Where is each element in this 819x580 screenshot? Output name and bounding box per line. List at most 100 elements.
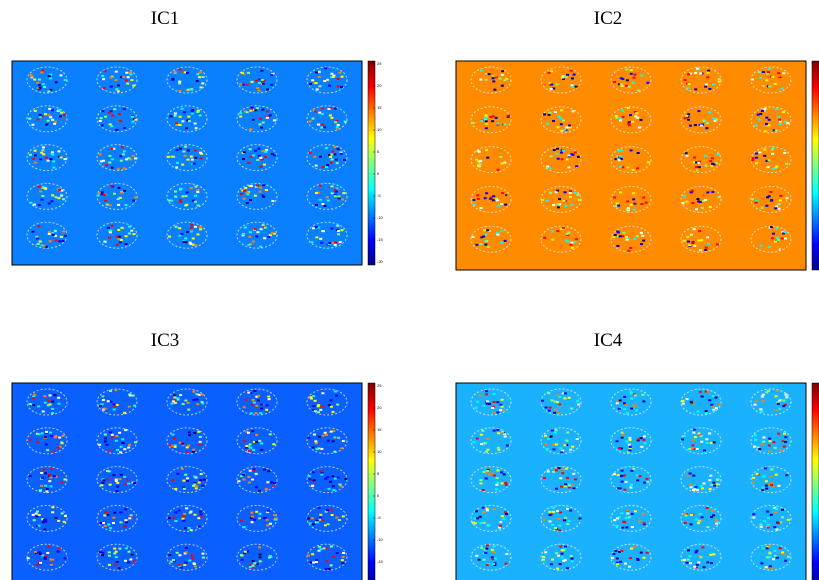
speckle — [631, 526, 634, 528]
speckle — [179, 148, 182, 150]
speckle — [253, 562, 256, 564]
speckle — [113, 405, 116, 407]
speckle — [619, 191, 622, 193]
speckle — [340, 485, 343, 487]
speckle — [261, 150, 264, 152]
speckle — [260, 70, 263, 72]
speckle — [491, 77, 494, 79]
speckle — [102, 160, 105, 162]
speckle — [130, 514, 133, 516]
speckle — [570, 555, 573, 557]
speckle — [479, 163, 482, 165]
speckle — [700, 125, 703, 127]
speckle — [481, 430, 484, 432]
colorbar-tick-label: 25 — [377, 61, 382, 66]
speckle — [41, 432, 44, 434]
speckle — [475, 244, 478, 246]
speckle — [120, 160, 123, 162]
speckle — [249, 199, 252, 201]
speckle — [487, 449, 490, 451]
speckle — [495, 117, 498, 119]
speckle — [485, 120, 488, 122]
speckle — [552, 204, 555, 206]
speckle — [569, 509, 572, 511]
speckle — [106, 514, 109, 516]
speckle — [699, 114, 702, 116]
speckle — [495, 71, 498, 73]
speckle — [45, 443, 48, 445]
speckle — [341, 76, 344, 78]
speckle — [544, 443, 547, 445]
speckle — [50, 564, 53, 566]
speckle — [501, 406, 504, 408]
speckle — [638, 127, 641, 129]
speckle — [182, 403, 185, 405]
speckle — [118, 548, 121, 550]
speckle — [260, 442, 263, 444]
speckle — [544, 551, 547, 553]
speckle — [696, 68, 699, 70]
speckle — [329, 481, 332, 483]
speckle — [102, 482, 105, 484]
speckle — [261, 195, 264, 197]
speckle — [552, 511, 555, 513]
speckle — [495, 161, 498, 163]
speckle — [567, 164, 570, 166]
speckle — [621, 470, 624, 472]
speckle — [696, 564, 699, 566]
speckle — [184, 474, 187, 476]
speckle — [779, 200, 782, 202]
speckle — [253, 402, 256, 404]
speckle — [117, 84, 120, 86]
speckle — [617, 487, 620, 489]
speckle — [261, 79, 264, 81]
speckle — [705, 127, 708, 129]
speckle — [699, 235, 702, 237]
speckle — [110, 401, 113, 403]
speckle — [34, 162, 37, 164]
speckle — [643, 482, 646, 484]
speckle — [318, 546, 321, 548]
speckle — [61, 240, 64, 242]
speckle — [28, 403, 31, 405]
speckle — [784, 441, 787, 443]
speckle — [625, 481, 628, 483]
speckle — [313, 479, 316, 481]
speckle — [709, 160, 712, 162]
speckle — [123, 525, 126, 527]
speckle — [479, 160, 482, 162]
speckle — [707, 70, 710, 72]
speckle — [556, 203, 559, 205]
speckle — [628, 566, 631, 568]
speckle — [775, 395, 778, 397]
speckle — [107, 227, 110, 229]
speckle — [704, 165, 707, 167]
speckle — [562, 227, 565, 229]
speckle — [770, 482, 773, 484]
speckle — [109, 390, 112, 392]
speckle — [263, 237, 266, 239]
speckle — [558, 412, 561, 414]
speckle — [776, 248, 779, 250]
speckle — [762, 476, 765, 478]
speckle — [552, 444, 555, 446]
speckle — [684, 522, 687, 524]
speckle — [775, 165, 778, 167]
speckle — [681, 438, 684, 440]
speckle — [685, 152, 688, 154]
speckle — [344, 121, 347, 123]
speckle — [755, 202, 758, 204]
speckle — [57, 447, 60, 449]
speckle — [496, 482, 499, 484]
speckle — [241, 559, 244, 561]
speckle — [704, 199, 707, 201]
speckle — [687, 83, 690, 85]
speckle — [775, 108, 778, 110]
speckle — [263, 469, 266, 471]
speckle — [184, 146, 187, 148]
speckle — [331, 158, 334, 160]
speckle — [632, 209, 635, 211]
speckle — [553, 149, 556, 151]
panel-title: IC4 — [594, 330, 623, 351]
speckle — [343, 159, 346, 161]
